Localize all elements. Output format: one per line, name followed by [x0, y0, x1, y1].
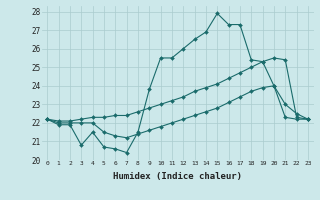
X-axis label: Humidex (Indice chaleur): Humidex (Indice chaleur) [113, 172, 242, 181]
